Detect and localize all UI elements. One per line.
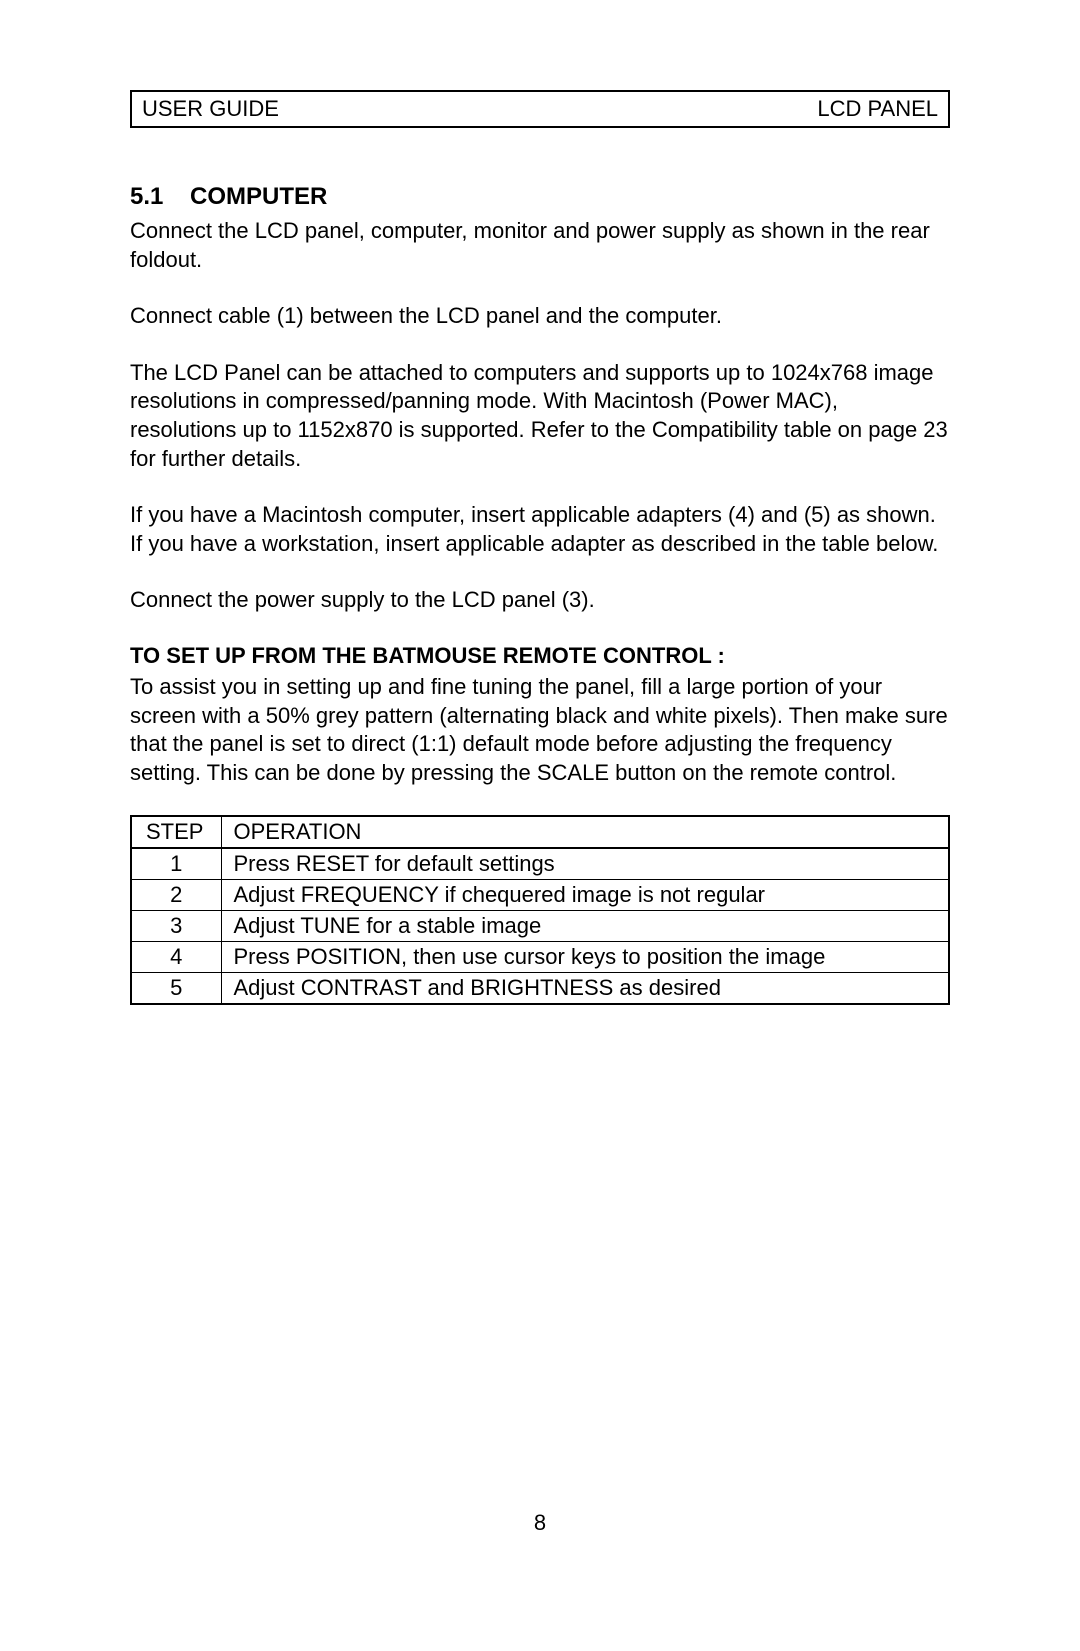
header-right: LCD PANEL (817, 96, 938, 122)
cell-operation: Press RESET for default settings (221, 848, 949, 880)
cell-step: 3 (131, 911, 221, 942)
subheading: TO SET UP FROM THE BATMOUSE REMOTE CONTR… (130, 643, 950, 669)
setup-paragraph: To assist you in setting up and fine tun… (130, 673, 950, 787)
cell-step: 2 (131, 880, 221, 911)
paragraph-5: Connect the power supply to the LCD pane… (130, 586, 950, 615)
section-heading-text: COMPUTER (190, 183, 327, 210)
header-box: USER GUIDE LCD PANEL (130, 90, 950, 128)
paragraph-1: Connect the LCD panel, computer, monitor… (130, 217, 950, 274)
cell-operation: Press POSITION, then use cursor keys to … (221, 942, 949, 973)
steps-table: STEP OPERATION 1 Press RESET for default… (130, 815, 950, 1005)
table-row: 5 Adjust CONTRAST and BRIGHTNESS as desi… (131, 973, 949, 1005)
paragraph-2: Connect cable (1) between the LCD panel … (130, 302, 950, 331)
section-title: 5.1COMPUTER (130, 183, 950, 211)
table-row: 3 Adjust TUNE for a stable image (131, 911, 949, 942)
section-number: 5.1 (130, 183, 190, 211)
page-container: USER GUIDE LCD PANEL 5.1COMPUTER Connect… (0, 0, 1080, 1651)
table-header-row: STEP OPERATION (131, 816, 949, 848)
steps-table-container: STEP OPERATION 1 Press RESET for default… (130, 815, 950, 1005)
cell-step: 4 (131, 942, 221, 973)
table-row: 2 Adjust FREQUENCY if chequered image is… (131, 880, 949, 911)
cell-step: 1 (131, 848, 221, 880)
table-row: 4 Press POSITION, then use cursor keys t… (131, 942, 949, 973)
paragraph-3: The LCD Panel can be attached to compute… (130, 359, 950, 473)
col-header-step: STEP (131, 816, 221, 848)
page-number: 8 (0, 1510, 1080, 1536)
table-row: 1 Press RESET for default settings (131, 848, 949, 880)
cell-step: 5 (131, 973, 221, 1005)
paragraph-4: If you have a Macintosh computer, insert… (130, 501, 950, 558)
col-header-operation: OPERATION (221, 816, 949, 848)
cell-operation: Adjust TUNE for a stable image (221, 911, 949, 942)
cell-operation: Adjust CONTRAST and BRIGHTNESS as desire… (221, 973, 949, 1005)
cell-operation: Adjust FREQUENCY if chequered image is n… (221, 880, 949, 911)
header-left: USER GUIDE (142, 96, 279, 122)
